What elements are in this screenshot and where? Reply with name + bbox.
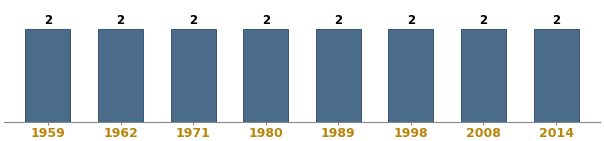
- Bar: [461, 29, 506, 122]
- Text: 2: 2: [44, 15, 52, 27]
- Bar: [170, 29, 216, 122]
- Bar: [243, 29, 288, 122]
- Text: 2: 2: [407, 15, 415, 27]
- Text: 2: 2: [480, 15, 487, 27]
- Text: 2: 2: [552, 15, 560, 27]
- Bar: [316, 29, 361, 122]
- Text: 2: 2: [262, 15, 270, 27]
- Bar: [25, 29, 71, 122]
- Bar: [533, 29, 579, 122]
- Text: 2: 2: [334, 15, 342, 27]
- Text: 2: 2: [117, 15, 124, 27]
- Bar: [388, 29, 434, 122]
- Bar: [98, 29, 143, 122]
- Text: 2: 2: [189, 15, 197, 27]
